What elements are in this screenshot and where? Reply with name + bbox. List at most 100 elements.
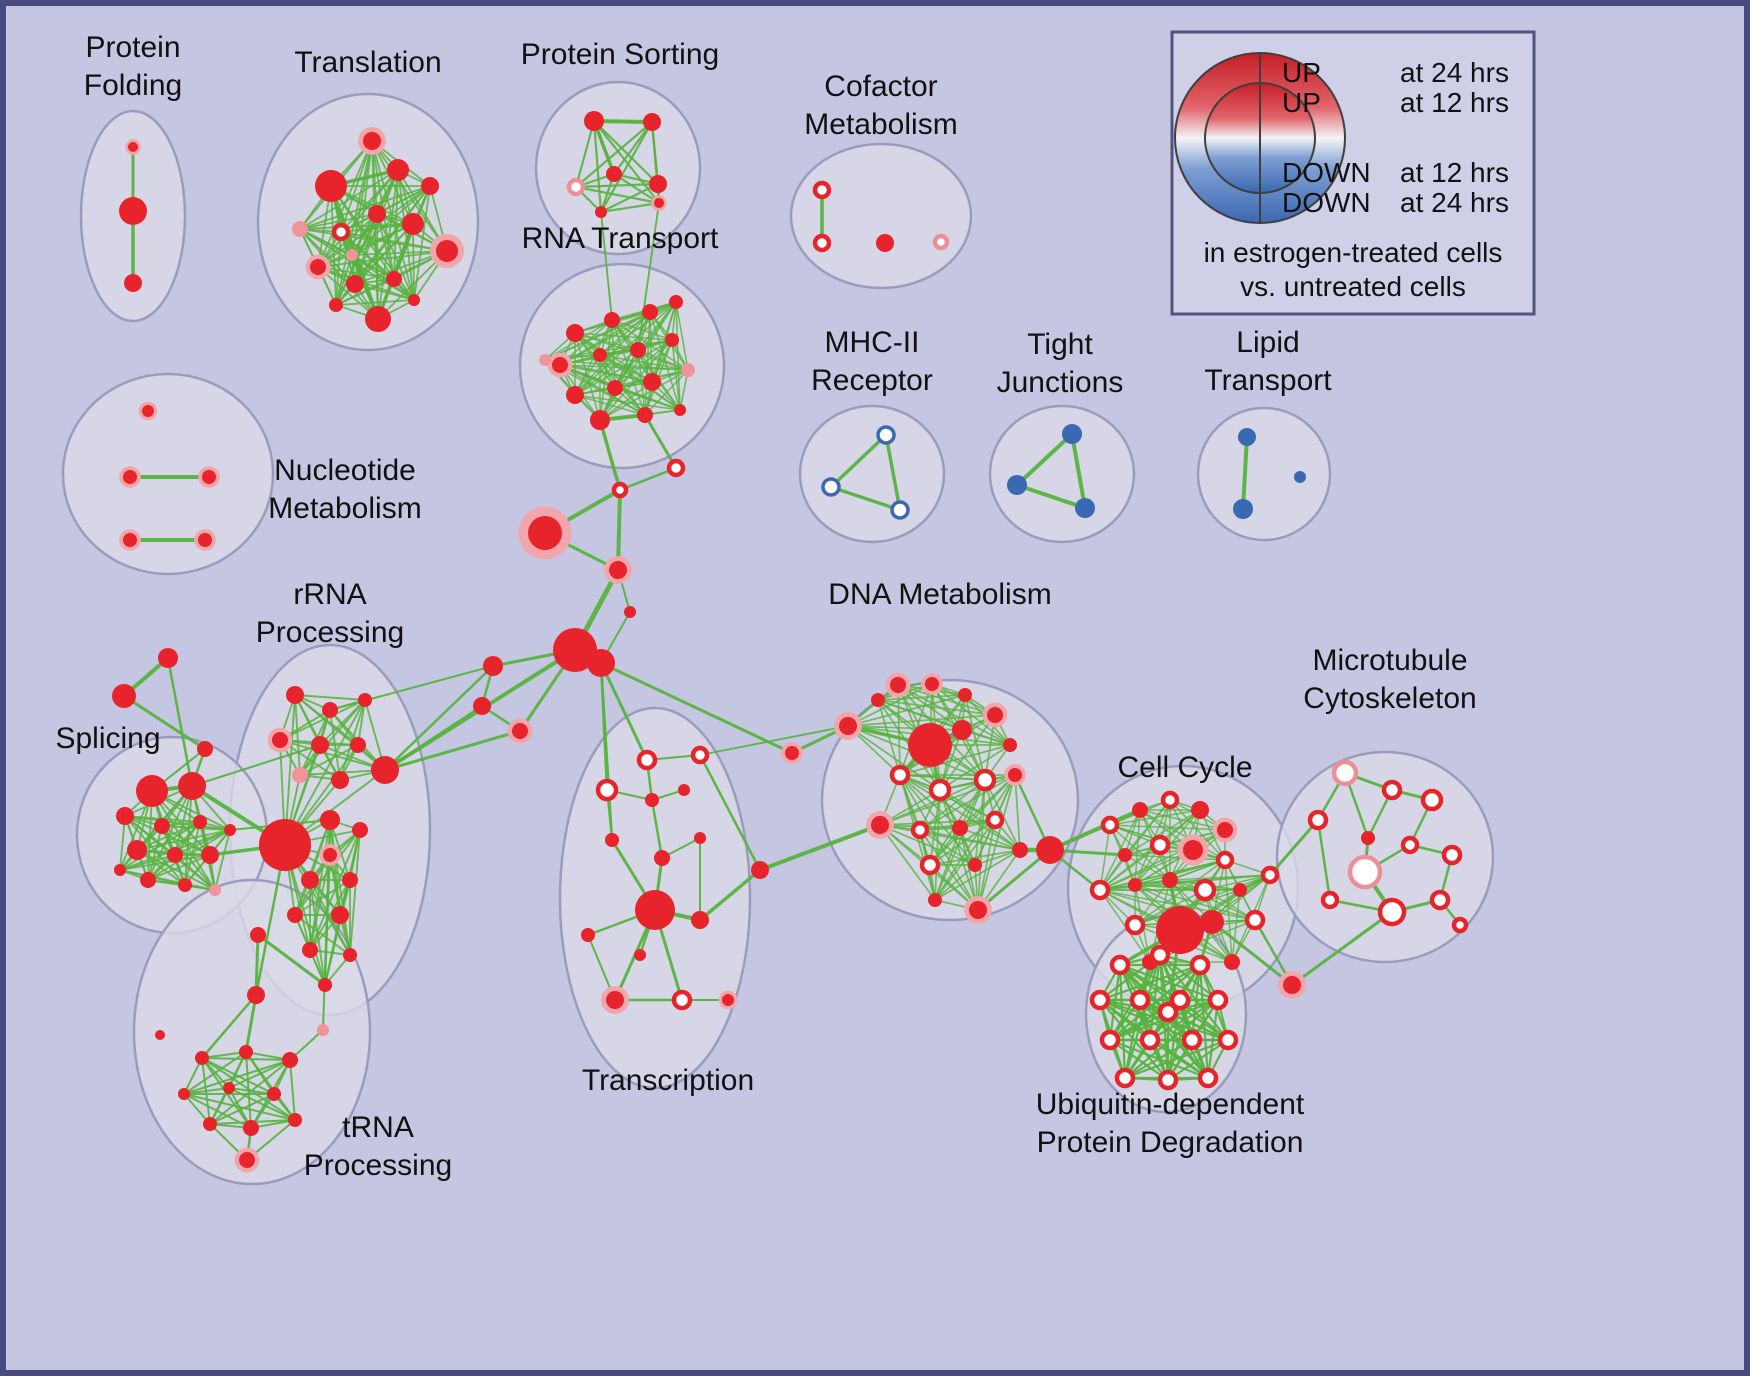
network-node (331, 906, 349, 924)
network-node (1169, 989, 1191, 1011)
network-node (112, 684, 136, 708)
network-edge (574, 120, 654, 189)
network-node (368, 205, 386, 223)
network-node (1114, 1067, 1136, 1089)
network-node (606, 991, 624, 1009)
network-node (1062, 424, 1082, 444)
network-edge (1108, 963, 1202, 1042)
network-node (1189, 954, 1211, 976)
network-node (581, 928, 595, 942)
network-node (1162, 872, 1178, 888)
network-node (140, 872, 156, 888)
network-node (969, 901, 987, 919)
network-edge (299, 228, 353, 256)
legend-row-time: at 12 hrs (1400, 157, 1509, 188)
network-node (871, 693, 885, 707)
network-edge (1108, 1038, 1170, 1082)
network-node (528, 516, 562, 550)
network-node (681, 363, 695, 377)
network-node (1377, 897, 1407, 927)
cluster-label-microtubule-cytoskeleton: Cytoskeleton (1303, 682, 1476, 715)
network-edge (191, 744, 321, 787)
cluster-label-rrna-processing: Processing (256, 616, 404, 649)
network-node (593, 348, 607, 362)
network-edge (294, 879, 351, 916)
network-node (209, 884, 221, 896)
network-edge (1070, 432, 1087, 510)
network-node (178, 878, 192, 892)
network-node (320, 810, 340, 830)
network-edge (879, 824, 976, 866)
network-node (678, 784, 690, 796)
network-edge (1169, 874, 1271, 881)
network-node (694, 832, 706, 844)
network-edge (829, 433, 888, 489)
network-edge (335, 278, 395, 306)
network-edge (574, 119, 596, 189)
network-edge (256, 933, 327, 987)
network-edge (1316, 818, 1332, 902)
network-node (1132, 802, 1148, 818)
network-edge (383, 729, 522, 772)
network-node (1260, 865, 1280, 885)
cluster-label-trna-processing: Processing (304, 1149, 452, 1182)
network-edge (612, 120, 654, 176)
cluster-label-ubiquitin-dependent-protein-degradation: Ubiquitin-dependent (1036, 1088, 1305, 1121)
cluster-label-rrna-processing: rRNA (293, 578, 366, 611)
network-edge (136, 829, 231, 851)
network-node (566, 177, 586, 197)
network-node (1217, 1029, 1239, 1051)
network-edge (1099, 809, 1141, 891)
network-node (566, 324, 584, 342)
network-edge (335, 299, 415, 306)
network-node (952, 820, 968, 836)
network-edge (1098, 963, 1202, 1002)
network-edge (1199, 809, 1226, 861)
network-edge (1109, 824, 1171, 881)
network-edge (599, 369, 689, 421)
network-node (1238, 428, 1256, 446)
network-edge (351, 140, 373, 256)
network-node (1157, 1001, 1179, 1023)
network-node (301, 871, 319, 889)
network-node (1156, 906, 1204, 954)
network-edge (1169, 859, 1226, 881)
network-edge (612, 172, 661, 205)
network-edge (299, 744, 359, 776)
network-edge (309, 854, 331, 951)
network-node (539, 354, 551, 366)
network-edge (1134, 889, 1206, 926)
network-node (665, 333, 679, 347)
network-edge (574, 394, 646, 416)
network-edge (122, 694, 207, 751)
network-node (1075, 498, 1095, 518)
network-node (267, 1087, 281, 1101)
network-node (1118, 848, 1132, 862)
network-node (243, 1120, 259, 1136)
network-node (259, 819, 311, 871)
network-edge (671, 339, 681, 411)
network-node (202, 470, 216, 484)
network-edge (643, 413, 678, 470)
network-node (272, 732, 288, 748)
network-node (116, 807, 134, 825)
network-edge (899, 744, 1011, 776)
network-node (288, 1113, 302, 1127)
network-edge (1124, 854, 1171, 881)
network-node (1124, 914, 1146, 936)
network-node (590, 410, 610, 430)
network-edge (931, 683, 1011, 746)
network-edge (1241, 435, 1249, 511)
network-edge (124, 815, 231, 831)
network-edge (279, 699, 366, 741)
network-edge (340, 140, 373, 233)
network-node (919, 854, 941, 876)
network-node (386, 271, 402, 287)
network-node (1217, 822, 1233, 838)
network-node (136, 775, 168, 807)
network-node (624, 606, 636, 618)
network-edge (294, 694, 386, 771)
network-node (751, 861, 769, 879)
cluster-label-transcription: Transcription (582, 1064, 754, 1097)
